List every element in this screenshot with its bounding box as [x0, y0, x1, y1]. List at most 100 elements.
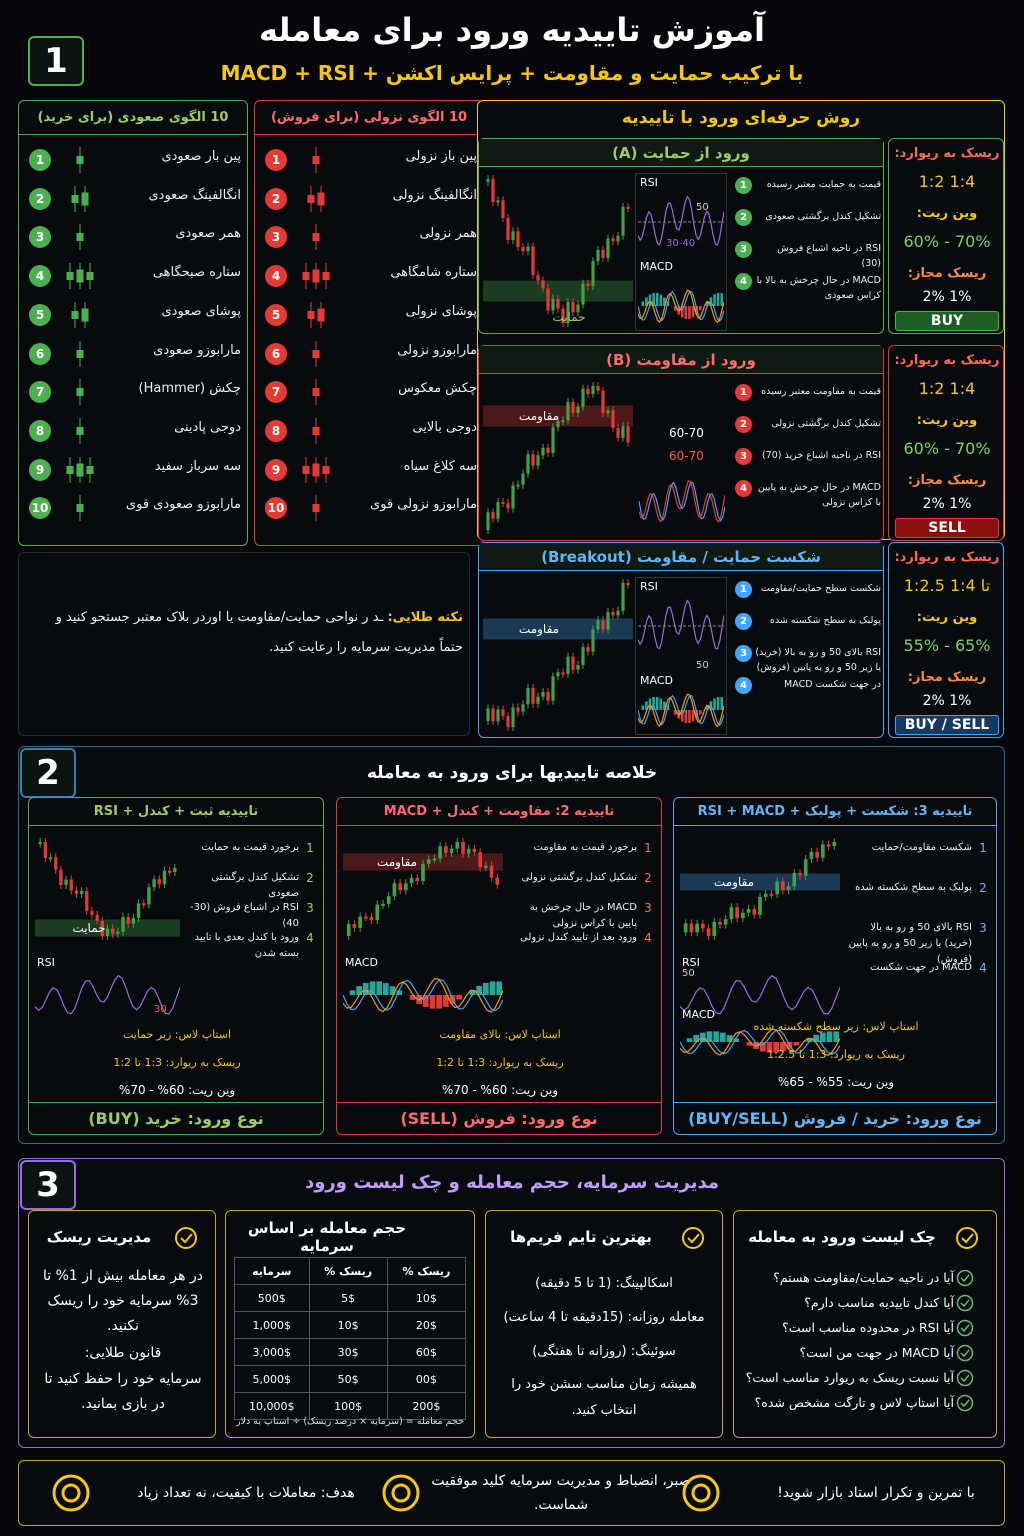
- cell: 1,000$: [234, 1311, 310, 1339]
- cell: 10$: [386, 1284, 467, 1312]
- candle-body: [606, 238, 610, 258]
- candle-body: [432, 858, 437, 861]
- step-number: 1: [644, 841, 652, 855]
- candle-body: [526, 246, 530, 252]
- pattern-number: 2: [29, 187, 51, 210]
- price-chart: [343, 838, 503, 940]
- candle-body: [723, 919, 728, 925]
- macd-bar: [652, 292, 655, 306]
- macd-bar: [720, 293, 723, 306]
- step-text: RSI بالای 50 و رو به بالا (خرید) یا زیر …: [848, 922, 972, 965]
- candle-body: [763, 893, 768, 898]
- candle-body: [566, 301, 570, 323]
- candle-body: [76, 463, 84, 477]
- macd-bar: [409, 995, 416, 1000]
- candle-body: [758, 897, 762, 915]
- macd-bar: [688, 710, 691, 723]
- step-text: تشکیل کندل برگشتی نزولی: [771, 418, 881, 429]
- step-number: 2: [306, 871, 314, 885]
- stat-value: 2% 1%: [922, 693, 972, 709]
- candle-icon: [307, 301, 325, 328]
- icon-shape: [61, 1483, 81, 1503]
- candle-body: [571, 402, 575, 413]
- candle-body: [71, 310, 79, 319]
- candle-body: [152, 879, 156, 888]
- pattern-number: 10: [265, 497, 287, 520]
- candle-body: [586, 647, 590, 652]
- indicator-chart: [343, 977, 503, 1013]
- candle-body: [561, 308, 565, 323]
- stat-label: ریسک به ریوارد:: [894, 549, 1000, 565]
- rsi-zone-label: 30-40: [666, 238, 696, 249]
- step-number: 2: [735, 209, 752, 226]
- indicator-note: 30: [154, 1004, 167, 1015]
- icon-shape: [956, 1394, 974, 1412]
- pattern-name: انگالفینگ صعودی: [148, 187, 241, 203]
- candle-body: [621, 426, 625, 438]
- step-text: قیمت به مقاومت معتبر رسیده: [761, 386, 881, 397]
- candle-body: [561, 420, 565, 423]
- candle-body: [472, 848, 477, 853]
- candle-body: [781, 881, 785, 891]
- step-text: RSI در اشباع فروش (30-40): [189, 902, 299, 929]
- candle-body: [358, 916, 362, 928]
- win-rate: وین ریت: 60% - 70%: [441, 1083, 559, 1097]
- macd-bar: [423, 995, 429, 1008]
- step-number: 1: [735, 384, 752, 401]
- pattern-name: ستاره شامگاهی: [390, 265, 477, 281]
- candle-body: [312, 426, 320, 435]
- check-icon: [956, 1369, 974, 1387]
- candle-icon: [76, 340, 84, 367]
- pattern-number: 5: [265, 303, 287, 326]
- candle-body: [491, 512, 495, 519]
- stat-value: 1:2.5 تا 1:4: [903, 575, 991, 595]
- pattern-name: چکش (Hammer): [138, 381, 242, 397]
- pattern-number: 1: [29, 149, 51, 171]
- candle-body: [526, 687, 530, 705]
- candle-body: [496, 200, 500, 203]
- candle-body: [386, 896, 391, 904]
- method-card: ورود از حمایت (A) حمایت RSI 50 30-40 MACD 1 قیم…: [478, 138, 884, 334]
- icon: [956, 1227, 978, 1249]
- candle-body: [54, 857, 58, 870]
- candle-body: [506, 217, 510, 241]
- win-rate: وین ریت: 55% - 65%: [777, 1075, 895, 1089]
- candle-body: [86, 272, 94, 281]
- pattern-name: پوشای صعودی: [161, 303, 242, 319]
- pattern-number: 7: [29, 381, 51, 404]
- candle-body: [76, 269, 84, 283]
- candle-body: [516, 231, 520, 247]
- card-title: ورود از حمایت (A): [479, 139, 883, 167]
- indicator-line: [343, 977, 503, 1013]
- candle-body: [501, 709, 505, 717]
- candle-body: [312, 349, 320, 358]
- level-zone: [483, 618, 633, 640]
- risk-reward: ریسک به ریوارد: 1:3 تا 1:2.5: [767, 1047, 905, 1061]
- subtitle: با ترکیب حمایت و مقاومت + پرایس اکشن + M…: [220, 61, 804, 85]
- header-cell: ریسک %: [386, 1257, 467, 1285]
- candle-body: [695, 923, 699, 933]
- candle-icon: [66, 456, 94, 483]
- macd-bar: [693, 1035, 699, 1042]
- pattern-panel: 10 الگوی نزولی (برای فروش) 1 پین باز نزولی…: [254, 100, 484, 546]
- candle-icon: [76, 147, 84, 173]
- macd-bar: [376, 981, 382, 995]
- rsi-level-label: 50: [696, 202, 709, 213]
- macd-bar: [713, 294, 716, 306]
- macd-bar: [760, 1042, 766, 1052]
- candle-body: [71, 194, 79, 203]
- method-title: روش حرفه‌ای ورود با تاییدیه: [621, 108, 861, 128]
- candle-body: [561, 672, 565, 675]
- check-icon: [956, 1344, 974, 1362]
- pattern-number: 3: [29, 226, 51, 249]
- candle-body: [626, 583, 630, 585]
- candle-body: [157, 879, 161, 885]
- candle-body: [496, 501, 500, 519]
- macd-bar: [806, 1038, 813, 1042]
- timeframe-item: همیشه زمان مناسب سشن خود را انتخاب کنید.: [511, 1377, 697, 1418]
- step-number: 3: [735, 645, 752, 662]
- candle-body: [317, 192, 325, 206]
- candle-body: [546, 447, 550, 453]
- indicator-line: [638, 693, 724, 728]
- indicator-line: [680, 1029, 840, 1056]
